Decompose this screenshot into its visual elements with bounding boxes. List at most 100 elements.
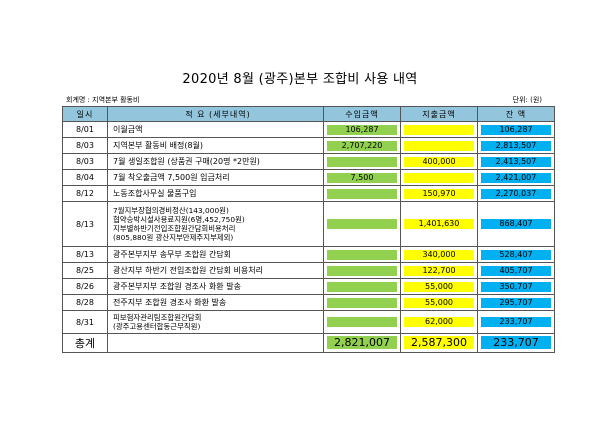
row-date: 8/04 — [62, 169, 108, 186]
row-balance-cell: 2,421,007 — [477, 169, 555, 186]
table-row: 8/01 이월금액 106,287 106,287 — [62, 121, 555, 138]
row-date: 8/26 — [62, 278, 108, 295]
row-date: 8/12 — [62, 185, 108, 202]
row-balance: 868,407 — [481, 219, 551, 229]
row-balance: 2,413,507 — [481, 156, 551, 167]
row-income-cell: 7,500 — [323, 169, 401, 186]
row-balance-cell: 2,413,507 — [477, 153, 555, 170]
account-label: 회계명 : 지역본부 활동비 — [66, 96, 140, 104]
total-description-cell — [107, 333, 324, 353]
row-expense: 55,000 — [404, 297, 474, 308]
row-expense-cell: 150,970 — [400, 185, 478, 202]
row-expense — [404, 140, 474, 151]
table-row: 8/31 피보험자관리팀조합원간담회 (광주고용센터합동근무직원) 62,000 233… — [62, 310, 555, 334]
row-expense-cell: 122,700 — [400, 262, 478, 279]
description-line: 지부별하반기전입조합원간담회비용처리 — [113, 224, 236, 233]
row-balance-cell: 2,813,507 — [477, 137, 555, 154]
row-description: 노동조합사무실 물품구입 — [107, 185, 324, 202]
row-income — [327, 297, 397, 308]
row-income: 2,707,220 — [327, 140, 397, 151]
total-income-cell: 2,821,007 — [323, 333, 401, 353]
row-expense-cell: 55,000 — [400, 294, 478, 311]
row-description: 광주본부지부 조합원 경조사 화환 발송 — [107, 278, 324, 295]
header-row: 일시 적 요 (세부내역) 수입금액 지출금액 잔 액 — [62, 106, 555, 122]
row-date: 8/01 — [62, 121, 108, 138]
row-income — [327, 317, 397, 327]
header-balance: 잔 액 — [477, 106, 555, 122]
row-balance: 2,270,037 — [481, 188, 551, 199]
row-description: 지역본부 활동비 배정(8월) — [107, 137, 324, 154]
row-date: 8/03 — [62, 137, 108, 154]
description-line: 노동조합사무실 물품구입 — [113, 189, 197, 198]
row-income-cell — [323, 185, 401, 202]
row-balance: 350,707 — [481, 281, 551, 292]
row-income: 106,287 — [327, 124, 397, 135]
total-expense: 2,587,300 — [404, 336, 474, 349]
header-date: 일시 — [62, 106, 108, 122]
row-description: 광산지부 하반기 전입조합원 간담회 비용처리 — [107, 262, 324, 279]
row-description: 7월 착오출금액 7,500원 입금처리 — [107, 169, 324, 186]
row-income-cell — [323, 310, 401, 334]
row-description: 피보험자관리팀조합원간담회 (광주고용센터합동근무직원) — [107, 310, 324, 334]
description-line: (광주고용센터합동근무직원) — [113, 322, 201, 331]
row-balance: 2,813,507 — [481, 140, 551, 151]
description-line: 7월 생일조합원 (상품권 구매(20명 *2만원) — [113, 157, 260, 166]
row-income-cell — [323, 201, 401, 247]
row-balance: 233,707 — [481, 317, 551, 327]
row-expense-cell: 400,000 — [400, 153, 478, 170]
header-income: 수입금액 — [323, 106, 401, 122]
row-expense: 340,000 — [404, 249, 474, 260]
row-expense-cell: 62,000 — [400, 310, 478, 334]
row-income — [327, 156, 397, 167]
row-description: 광주본부지부 송무부 조합원 간담회 — [107, 246, 324, 263]
row-income-cell — [323, 246, 401, 263]
row-expense: 122,700 — [404, 265, 474, 276]
row-date: 8/13 — [62, 201, 108, 247]
row-balance: 295,707 — [481, 297, 551, 308]
header-expense: 지출금액 — [400, 106, 478, 122]
row-income: 7,500 — [327, 172, 397, 183]
description-line: 광산지부 하반기 전입조합원 간담회 비용처리 — [113, 266, 264, 275]
row-balance-cell: 106,287 — [477, 121, 555, 138]
row-balance: 405,707 — [481, 265, 551, 276]
ledger-table: 일시 적 요 (세부내역) 수입금액 지출금액 잔 액 8/01 이월금액 106,… — [62, 106, 555, 353]
row-date: 8/25 — [62, 262, 108, 279]
total-expense-cell: 2,587,300 — [400, 333, 478, 353]
row-expense — [404, 172, 474, 183]
total-row: 총계 2,821,007 2,587,300 233,707 — [62, 333, 555, 353]
total-label: 총계 — [62, 333, 108, 353]
total-balance: 233,707 — [481, 336, 551, 349]
row-description: 7월 생일조합원 (상품권 구매(20명 *2만원) — [107, 153, 324, 170]
row-income-cell — [323, 278, 401, 295]
row-expense: 1,401,630 — [404, 219, 474, 229]
table-row: 8/13 광주본부지부 송무부 조합원 간담회 340,000 528,407 — [62, 246, 555, 263]
total-balance-cell: 233,707 — [477, 333, 555, 353]
row-balance-cell: 405,707 — [477, 262, 555, 279]
ledger-body: 8/01 이월금액 106,287 106,287 8/03 지역본부 활동비 배정(8월… — [62, 121, 555, 334]
row-balance: 2,421,007 — [481, 172, 551, 183]
description-line: 전주지부 조합원 경조사 화환 발송 — [113, 298, 227, 307]
row-balance-cell: 350,707 — [477, 278, 555, 295]
row-date: 8/13 — [62, 246, 108, 263]
description-line: 협약승박시설사용료지원(6명,452,750원) — [113, 215, 245, 224]
description-line: 7월지부장협의경비정산(143,000원) — [113, 206, 229, 215]
row-income-cell: 106,287 — [323, 121, 401, 138]
row-balance-cell: 295,707 — [477, 294, 555, 311]
row-expense-cell: 1,401,630 — [400, 201, 478, 247]
table-row: 8/25 광산지부 하반기 전입조합원 간담회 비용처리 122,700 405,70… — [62, 262, 555, 279]
row-balance-cell: 2,270,037 — [477, 185, 555, 202]
row-expense: 150,970 — [404, 188, 474, 199]
row-expense-cell: 340,000 — [400, 246, 478, 263]
total-income: 2,821,007 — [327, 336, 397, 349]
row-income — [327, 265, 397, 276]
row-balance-cell: 233,707 — [477, 310, 555, 334]
row-balance: 528,407 — [481, 249, 551, 260]
table-row: 8/13 7월지부장협의경비정산(143,000원) 협약승박시설사용료지원(6명,… — [62, 201, 555, 247]
row-expense: 400,000 — [404, 156, 474, 167]
row-description: 이월금액 — [107, 121, 324, 138]
table-row: 8/03 지역본부 활동비 배정(8월) 2,707,220 2,813,507 — [62, 137, 555, 154]
row-income-cell — [323, 153, 401, 170]
row-balance-cell: 868,407 — [477, 201, 555, 247]
row-income — [327, 188, 397, 199]
row-expense: 55,000 — [404, 281, 474, 292]
